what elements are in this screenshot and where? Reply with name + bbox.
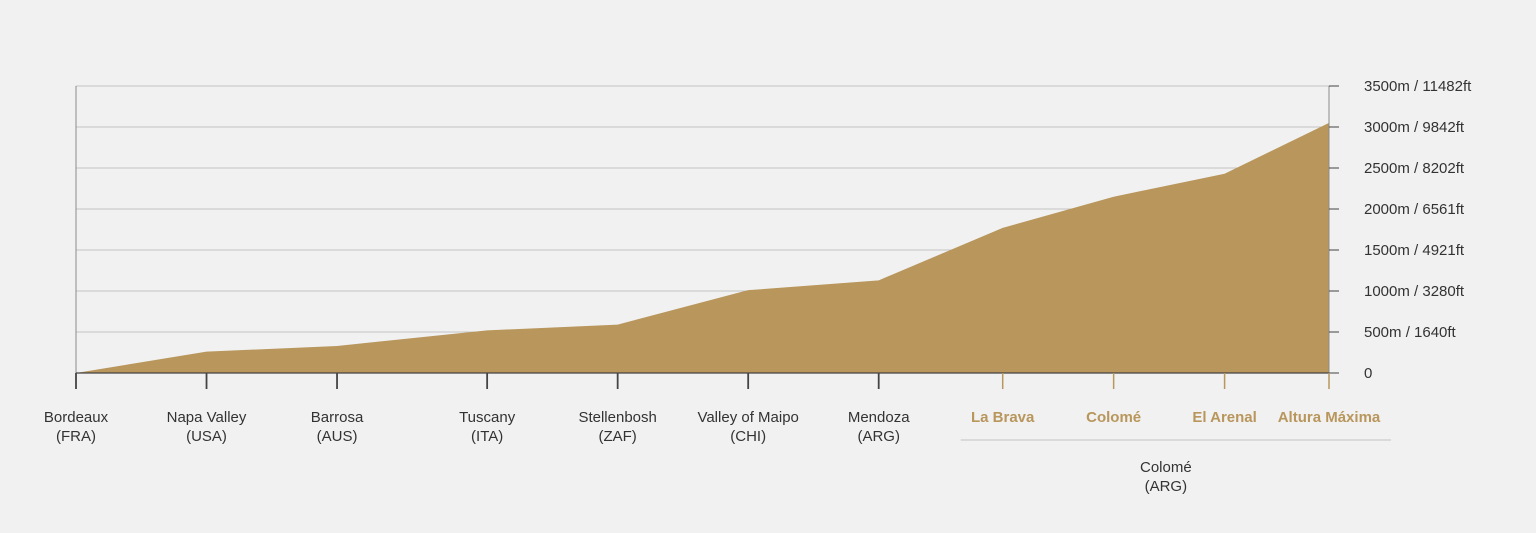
- x-label-7: La Brava: [971, 409, 1035, 426]
- x-label-5: Valley of Maipo: [697, 409, 798, 426]
- axes: [75, 86, 1330, 374]
- x-label-country-1: (USA): [186, 428, 227, 445]
- y-tick-label-3: 1500m / 4921ft: [1364, 242, 1465, 259]
- altitude-area: [76, 122, 1329, 374]
- grid-lines: [76, 85, 1329, 333]
- colome-group: Colomé (ARG): [960, 439, 1391, 495]
- group-label-country: (ARG): [1145, 478, 1188, 495]
- y-tick-label-4: 2000m / 6561ft: [1364, 201, 1465, 218]
- x-label-6: Mendoza: [848, 409, 910, 426]
- x-label-9: El Arenal: [1192, 409, 1256, 426]
- x-label-8: Colomé: [1086, 409, 1141, 426]
- y-tick-label-2: 1000m / 3280ft: [1364, 283, 1465, 300]
- x-label-country-0: (FRA): [56, 428, 96, 445]
- x-label-country-3: (ITA): [471, 428, 503, 445]
- group-label-name: Colomé: [1140, 459, 1192, 476]
- x-label-country-4: (ZAF): [598, 428, 636, 445]
- x-label-4: Stellenbosh: [578, 409, 656, 426]
- x-label-country-2: (AUS): [317, 428, 358, 445]
- y-tick-label-5: 2500m / 8202ft: [1364, 160, 1465, 177]
- x-label-3: Tuscany: [459, 409, 516, 426]
- x-label-10: Altura Máxima: [1278, 409, 1381, 426]
- x-label-country-5: (CHI): [730, 428, 766, 445]
- x-label-2: Barrosa: [311, 409, 364, 426]
- y-tick-label-6: 3000m / 9842ft: [1364, 119, 1465, 136]
- x-label-0: Bordeaux: [44, 409, 109, 426]
- y-tick-label-7: 3500m / 11482ft: [1364, 78, 1472, 95]
- y-tick-label-0: 0: [1364, 365, 1372, 382]
- x-label-country-6: (ARG): [857, 428, 900, 445]
- x-axis-labels: Bordeaux (FRA) Napa Valley (USA) Barrosa (AUS…: [44, 373, 1381, 445]
- y-tick-label-1: 500m / 1640ft: [1364, 324, 1457, 341]
- x-label-1: Napa Valley: [167, 409, 247, 426]
- y-axis-labels: 0 500m / 1640ft 1000m / 3280ft 1500m / 4921…: [1329, 78, 1472, 382]
